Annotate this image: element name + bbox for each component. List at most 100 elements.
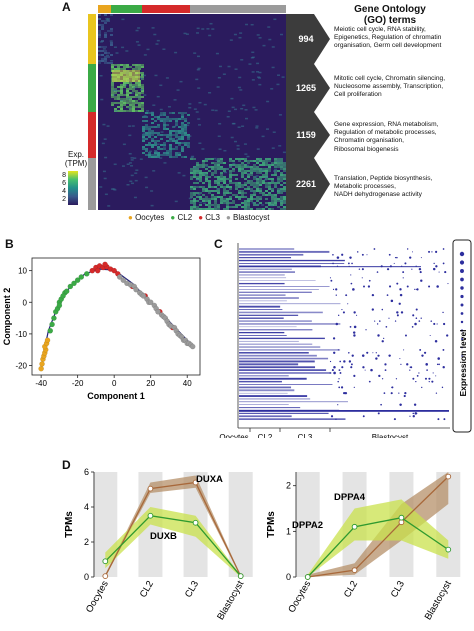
- expression-dot: [428, 381, 430, 383]
- expression-dot: [388, 285, 392, 288]
- expression-row: [239, 314, 299, 316]
- heat-cell: [232, 182, 235, 184]
- heat-cell: [217, 162, 220, 164]
- heat-cell: [148, 154, 151, 156]
- heat-cell: [193, 188, 196, 190]
- heat-cell: [214, 206, 217, 208]
- expression-dot: [390, 392, 393, 395]
- y-tick-label: 2: [84, 537, 89, 547]
- heat-cell: [176, 89, 180, 91]
- x-group-label: Blastocyst: [372, 433, 409, 438]
- heat-cell: [244, 109, 248, 111]
- go-terms-3: Gene expression, RNA metabolism, Regulat…: [334, 121, 474, 154]
- heat-cell: [211, 204, 214, 206]
- heat-cell: [199, 166, 202, 168]
- heat-cell: [129, 106, 132, 108]
- heat-cell: [199, 178, 202, 180]
- expression-dot: [430, 320, 433, 322]
- heat-cell: [238, 186, 241, 188]
- heat-cell: [235, 178, 238, 180]
- expression-dot: [330, 279, 333, 282]
- x-tick-label: CL3: [183, 579, 201, 600]
- heat-cell: [217, 168, 220, 170]
- heat-cell: [196, 172, 199, 174]
- heat-cell: [163, 134, 166, 136]
- heat-cell: [151, 132, 154, 134]
- expression-dot: [353, 386, 355, 388]
- heat-cell: [280, 208, 283, 210]
- heat-cell: [265, 178, 268, 180]
- cluster-arrows: [286, 14, 330, 210]
- heat-cell: [253, 160, 256, 162]
- heat-cell: [129, 180, 133, 183]
- heat-cell: [256, 172, 259, 174]
- heat-cell: [138, 98, 141, 100]
- expression-dot: [390, 299, 394, 303]
- heat-cell: [214, 164, 217, 166]
- heat-cell: [223, 190, 226, 192]
- expression-dot: [349, 256, 352, 259]
- heat-cell: [211, 190, 214, 192]
- y-tick-label: 1: [286, 526, 291, 536]
- heat-cell: [199, 176, 202, 178]
- heat-cell: [226, 184, 229, 186]
- heat-cell: [240, 59, 244, 61]
- heat-cell: [208, 186, 211, 188]
- heat-cell: [268, 204, 271, 206]
- heat-cell: [129, 102, 132, 104]
- heat-cell: [268, 188, 271, 190]
- expression-dot: [393, 262, 395, 264]
- heat-cell: [103, 177, 107, 180]
- heat-cell: [148, 156, 151, 158]
- heat-cell: [150, 111, 154, 114]
- expression-row: [239, 337, 325, 340]
- heat-cell: [107, 52, 110, 54]
- heat-cell: [265, 162, 268, 164]
- heat-cell: [196, 168, 199, 170]
- heat-cell: [265, 206, 268, 208]
- heat-cell: [205, 165, 209, 168]
- heat-cell: [148, 132, 151, 134]
- expression-dot: [415, 308, 418, 311]
- heat-cell: [140, 89, 144, 91]
- heat-cell: [220, 166, 223, 168]
- heat-cell: [283, 166, 286, 168]
- cluster-count-3: 1159: [296, 130, 316, 140]
- heat-cell: [217, 190, 220, 192]
- heat-cell: [217, 166, 220, 168]
- heat-cell: [231, 106, 235, 109]
- confidence-band: [307, 472, 449, 577]
- heat-cell: [226, 186, 229, 188]
- heat-cell: [238, 192, 241, 194]
- heat-cell: [104, 156, 108, 159]
- expression-dot: [443, 418, 446, 421]
- series-line: [307, 517, 449, 578]
- heat-cell: [238, 166, 241, 168]
- heat-cell: [244, 160, 247, 162]
- heat-cell: [112, 72, 140, 74]
- heat-cell: [258, 71, 262, 74]
- expression-legend-dot: [461, 346, 463, 349]
- heat-cell: [244, 166, 247, 168]
- heat-cell: [277, 198, 280, 200]
- heat-cell: [181, 116, 184, 118]
- expression-dot: [431, 380, 434, 383]
- expression-legend-dot: [460, 329, 464, 332]
- heat-cell: [250, 168, 253, 170]
- expression-dot: [394, 320, 397, 322]
- heat-cell: [265, 170, 268, 172]
- expression-row: [239, 357, 329, 360]
- heat-cell: [268, 184, 271, 186]
- point-cl2: [63, 288, 70, 294]
- heat-cell: [132, 100, 135, 102]
- heat-cell: [187, 142, 190, 144]
- heat-cell: [247, 180, 250, 182]
- heat-cell: [235, 188, 238, 190]
- heat-cell: [101, 40, 104, 42]
- heat-cell: [235, 164, 238, 166]
- heat-cell: [156, 39, 160, 42]
- heat-cell: [154, 150, 157, 152]
- heat-cell: [214, 200, 217, 202]
- heat-cell: [141, 74, 144, 76]
- expression-legend-label: Expression level: [458, 329, 468, 396]
